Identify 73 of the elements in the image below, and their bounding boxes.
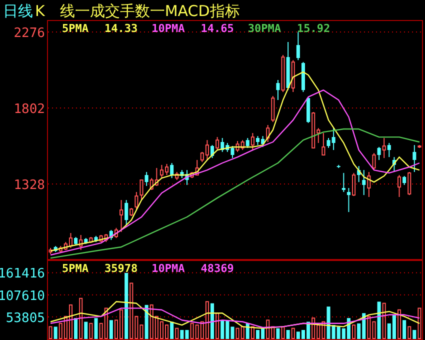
y-tick-label: 161416: [0, 266, 45, 282]
text: 5PMA: [62, 22, 89, 35]
y-tick-label: 2276: [14, 26, 45, 42]
bar: [382, 302, 386, 339]
bar: [79, 298, 83, 339]
annotation: 35978: [104, 262, 138, 275]
bar: [48, 326, 52, 339]
bar: [291, 328, 295, 339]
candlestick: [276, 79, 280, 101]
candlestick: [134, 192, 138, 210]
bar: [281, 326, 285, 339]
y-tick-label: 53805: [6, 310, 45, 326]
candlestick: [408, 171, 412, 196]
text: 10PMA: [152, 262, 186, 275]
bar: [54, 326, 58, 339]
candlestick: [412, 144, 416, 172]
candlestick: [246, 137, 250, 148]
bar: [170, 322, 174, 339]
candlestick: [397, 174, 402, 198]
y-tick-label: 107610: [0, 288, 45, 304]
line-series: [50, 308, 420, 328]
bar: [89, 322, 93, 339]
bar: [84, 322, 88, 339]
annotation: 15.92: [297, 22, 330, 35]
candlestick: [120, 200, 124, 232]
candlestick: [372, 152, 376, 171]
bar: [210, 303, 214, 339]
candlestick: [170, 162, 174, 179]
annotation: 48369: [200, 262, 234, 275]
candlestick: [322, 132, 326, 156]
candlestick: [144, 171, 148, 186]
text: 10PMA: [152, 22, 186, 35]
candlestick: [306, 96, 310, 124]
annotation: 14.65: [200, 22, 234, 35]
bar: [377, 302, 381, 339]
candlestick: [382, 137, 386, 159]
chart-title: 日线: [3, 2, 33, 20]
candlestick: [352, 172, 356, 197]
bar: [412, 330, 416, 339]
text: 5PMA: [62, 262, 89, 275]
bar: [144, 304, 148, 339]
bar: [250, 326, 254, 339]
candlestick: [387, 142, 391, 158]
annotation: 14.33: [104, 22, 138, 35]
candlestick: [296, 32, 300, 61]
y-tick-label: 1802: [14, 102, 45, 118]
bar: [408, 326, 412, 339]
bar: [124, 272, 128, 339]
candlestick: [377, 146, 381, 160]
bar: [94, 318, 98, 339]
line-series: [50, 128, 420, 259]
candlestick: [250, 132, 254, 151]
candlestick: [216, 136, 220, 151]
y-tick-label: 1328: [14, 178, 45, 193]
line-series: [50, 301, 420, 329]
bar: [216, 312, 220, 339]
bar: [418, 308, 422, 339]
candlestick: [124, 200, 128, 226]
candlestick: [140, 179, 144, 201]
bar: [397, 309, 402, 339]
candlestick: [346, 188, 350, 213]
bar: [276, 328, 280, 339]
chart-subtitle: K 线一成交手数一MACD指标: [35, 2, 240, 20]
bar: [402, 320, 406, 339]
candlestick: [362, 170, 366, 196]
bar: [286, 330, 290, 339]
bar: [74, 318, 78, 339]
bar: [175, 328, 179, 339]
bar: [352, 324, 356, 339]
candlestick: [342, 172, 346, 193]
candlestick: [271, 96, 275, 122]
bar: [109, 320, 113, 339]
text: 30PMA: [248, 22, 282, 35]
